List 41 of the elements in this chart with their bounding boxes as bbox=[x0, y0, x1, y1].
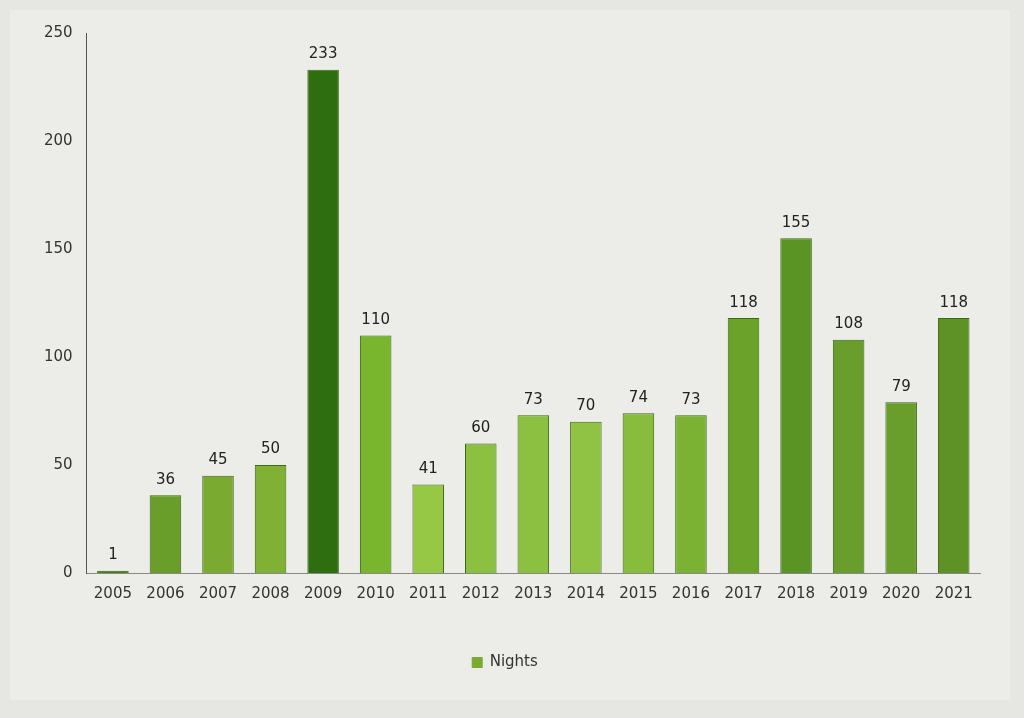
data-label: 110 bbox=[361, 309, 390, 328]
x-tick-label: 2007 bbox=[198, 583, 238, 602]
x-tick-label: 2019 bbox=[829, 583, 868, 602]
data-label: 1 bbox=[108, 545, 118, 564]
x-tick-label: 2017 bbox=[724, 583, 763, 602]
y-tick-label: 0 bbox=[63, 562, 73, 581]
x-tick-label: 2018 bbox=[776, 583, 816, 602]
y-tick-label: 100 bbox=[43, 346, 73, 365]
x-tick-label: 2016 bbox=[671, 583, 711, 602]
x-tick-label: 2009 bbox=[304, 583, 343, 602]
x-tick-label: 2013 bbox=[514, 583, 553, 602]
data-label: 79 bbox=[891, 376, 911, 395]
data-label: 50 bbox=[261, 439, 281, 458]
data-label: 74 bbox=[628, 387, 648, 406]
x-tick-label: 2021 bbox=[934, 583, 973, 602]
data-label: 73 bbox=[681, 389, 701, 408]
x-tick-label: 2012 bbox=[461, 583, 500, 602]
data-label: 108 bbox=[834, 314, 863, 333]
legend-label: Nights bbox=[489, 652, 538, 671]
y-tick-label: 200 bbox=[43, 130, 73, 149]
x-tick-label: 2014 bbox=[566, 583, 605, 602]
data-label: 60 bbox=[471, 417, 491, 436]
data-label: 73 bbox=[523, 389, 543, 408]
data-label: 118 bbox=[939, 292, 969, 311]
x-tick-label: 2010 bbox=[356, 583, 395, 602]
data-label: 41 bbox=[418, 458, 438, 477]
data-label: 233 bbox=[308, 44, 338, 63]
x-tick-label: 2020 bbox=[882, 583, 921, 602]
data-label: 155 bbox=[781, 212, 811, 231]
x-tick-label: 2015 bbox=[619, 583, 658, 602]
y-tick-label: 50 bbox=[53, 454, 73, 473]
data-label: 70 bbox=[576, 396, 596, 415]
data-label: 45 bbox=[208, 450, 228, 469]
y-tick-label: 250 bbox=[43, 22, 73, 41]
x-tick-label: 2008 bbox=[251, 583, 290, 602]
x-tick-label: 2011 bbox=[409, 583, 448, 602]
data-label: 118 bbox=[729, 292, 758, 311]
x-tick-label: 2006 bbox=[146, 583, 185, 602]
data-label: 36 bbox=[155, 469, 175, 488]
y-tick-label: 150 bbox=[43, 238, 73, 257]
x-tick-label: 2005 bbox=[93, 583, 132, 602]
